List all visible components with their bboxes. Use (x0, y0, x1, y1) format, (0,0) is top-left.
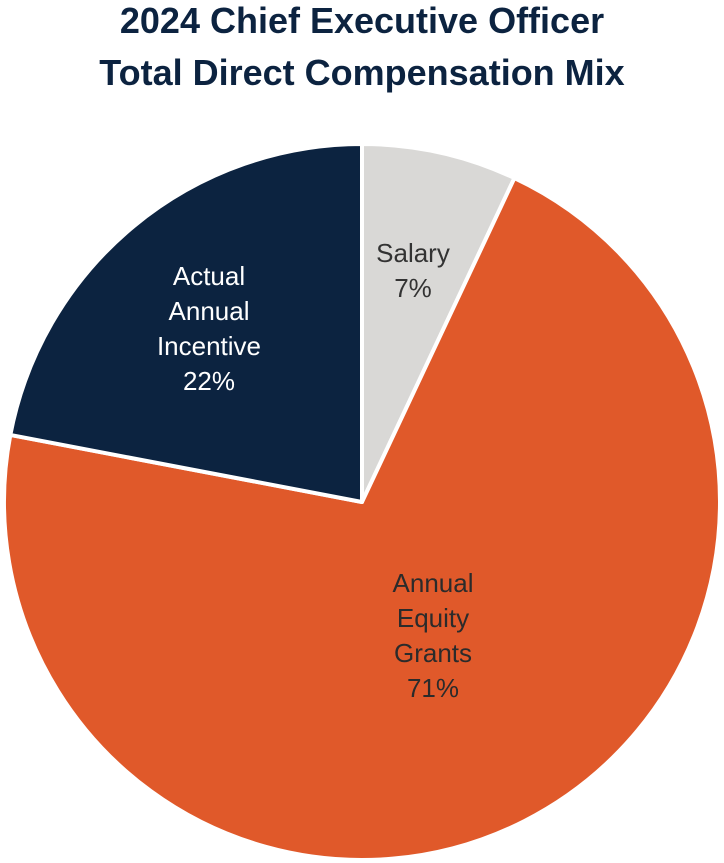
slice-label-line: Annual (169, 296, 250, 326)
slice-label-salary: Salary 7% (376, 238, 450, 303)
slice-label-equity: Annual Equity Grants 71% (393, 568, 474, 703)
slice-label-line: Grants (394, 638, 472, 668)
pie-labels: Salary 7% Annual Equity Grants 71% Actual Annua… (157, 238, 474, 703)
pie-slice-incentive (8, 142, 364, 504)
slice-label-line: Annual (393, 568, 474, 598)
chart-title-line-1: 2024 Chief Executive Officer (120, 0, 604, 41)
slice-label-line: Incentive (157, 331, 261, 361)
chart-title: 2024 Chief Executive Officer Total Direc… (99, 0, 624, 93)
pie-slices (2, 142, 722, 862)
slice-label-incentive: Actual Annual Incentive 22% (157, 261, 261, 396)
slice-label-line: Equity (397, 603, 469, 633)
slice-value-incentive: 22% (183, 366, 235, 396)
pie-slice-salary (360, 142, 517, 504)
chart-title-line-2: Total Direct Compensation Mix (99, 52, 624, 93)
slice-label-line: Salary (376, 238, 450, 268)
slice-value-equity: 71% (407, 673, 459, 703)
pie-slice-equity (2, 176, 722, 862)
slice-value-salary: 7% (394, 273, 432, 303)
slice-label-line: Actual (173, 261, 245, 291)
